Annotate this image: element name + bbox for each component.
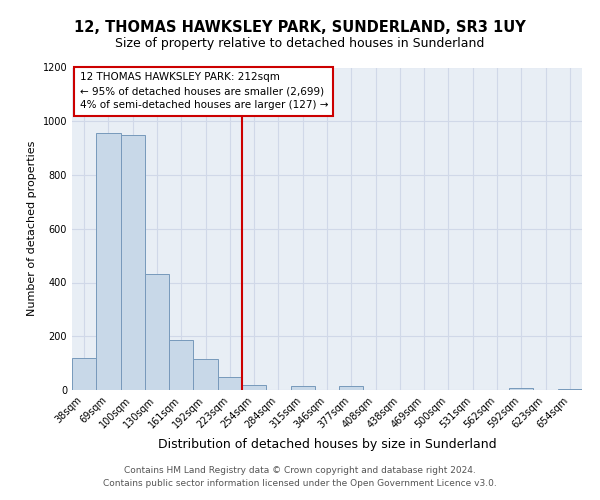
Bar: [145, 274, 169, 390]
X-axis label: Distribution of detached houses by size in Sunderland: Distribution of detached houses by size …: [158, 438, 496, 451]
Y-axis label: Number of detached properties: Number of detached properties: [27, 141, 37, 316]
Bar: [339, 386, 364, 390]
Bar: [169, 340, 193, 390]
Text: 12 THOMAS HAWKSLEY PARK: 212sqm
← 95% of detached houses are smaller (2,699)
4% : 12 THOMAS HAWKSLEY PARK: 212sqm ← 95% of…: [80, 72, 328, 110]
Bar: [290, 386, 315, 390]
Bar: [72, 358, 96, 390]
Bar: [509, 388, 533, 390]
Bar: [242, 384, 266, 390]
Text: Contains HM Land Registry data © Crown copyright and database right 2024.
Contai: Contains HM Land Registry data © Crown c…: [103, 466, 497, 487]
Bar: [96, 134, 121, 390]
Text: 12, THOMAS HAWKSLEY PARK, SUNDERLAND, SR3 1UY: 12, THOMAS HAWKSLEY PARK, SUNDERLAND, SR…: [74, 20, 526, 35]
Bar: [558, 388, 582, 390]
Bar: [218, 377, 242, 390]
Bar: [121, 134, 145, 390]
Bar: [193, 359, 218, 390]
Text: Size of property relative to detached houses in Sunderland: Size of property relative to detached ho…: [115, 38, 485, 51]
